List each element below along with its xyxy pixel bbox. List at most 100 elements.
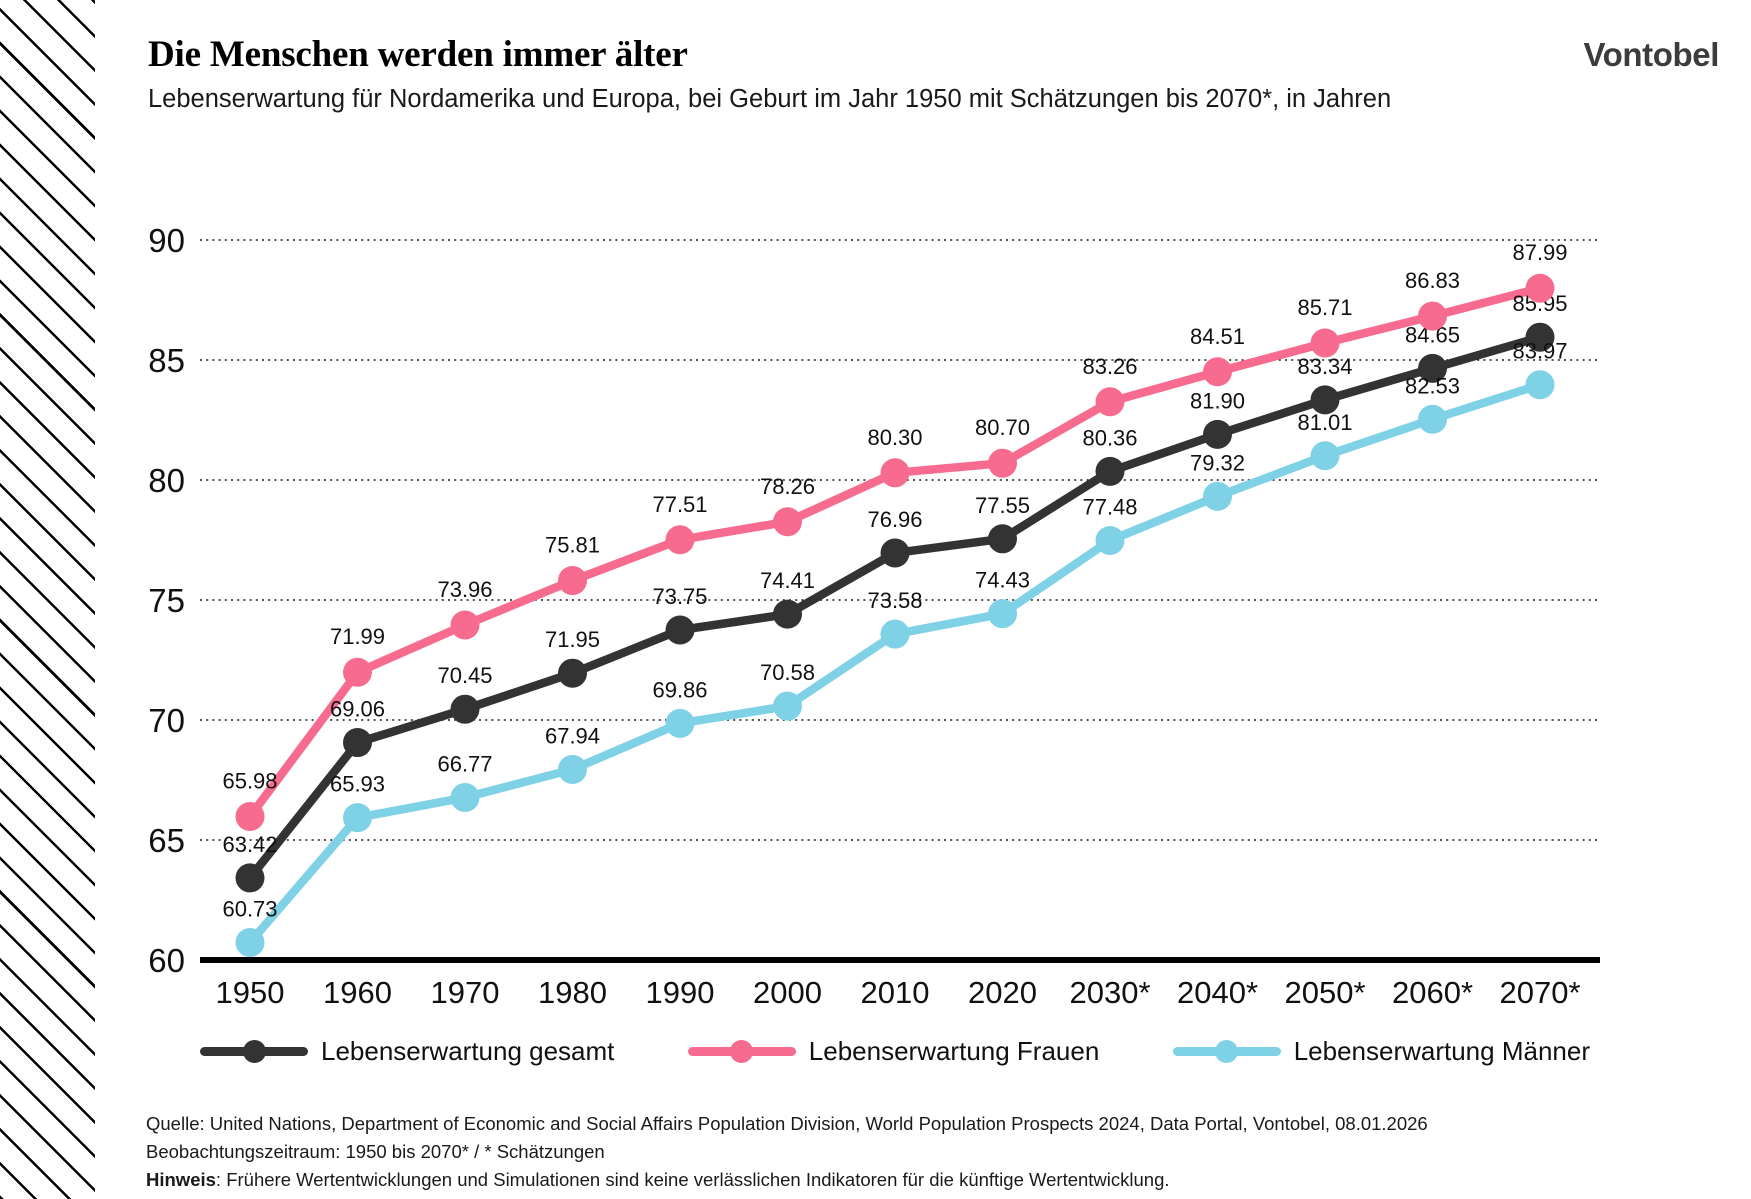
data-point-marker[interactable] (343, 728, 372, 758)
data-point-label: 86.83 (1405, 268, 1460, 293)
data-point-marker[interactable] (880, 619, 910, 649)
data-point-label: 71.95 (545, 627, 600, 652)
footnote-note: Hinweis: Frühere Wertentwicklungen und S… (146, 1166, 1646, 1194)
data-point-marker[interactable] (450, 783, 480, 813)
data-point-marker[interactable] (1418, 404, 1447, 434)
data-point-label: 73.75 (652, 584, 707, 609)
decorative-hatch-pattern (0, 0, 95, 1199)
data-point-marker[interactable] (1203, 481, 1232, 511)
data-point-label: 77.55 (975, 493, 1030, 518)
y-axis-tick-label: 70 (148, 702, 185, 739)
data-point-marker[interactable] (1310, 385, 1340, 415)
data-point-marker[interactable] (1525, 370, 1555, 400)
legend-swatch-women (687, 1040, 796, 1063)
data-point-label: 81.01 (1297, 410, 1352, 435)
data-point-label: 76.96 (867, 507, 922, 532)
data-point-marker[interactable] (558, 658, 587, 688)
data-point-marker[interactable] (1418, 301, 1447, 331)
data-point-label: 87.99 (1512, 240, 1567, 265)
data-point-label: 71.99 (330, 624, 385, 649)
data-point-marker[interactable] (450, 694, 480, 724)
data-point-label: 78.26 (760, 474, 815, 499)
data-point-marker[interactable] (1310, 328, 1340, 358)
x-axis-tick-label: 2040* (1177, 975, 1258, 1010)
data-point-label: 66.77 (437, 752, 492, 777)
data-point-label: 85.71 (1297, 295, 1352, 320)
data-point-marker[interactable] (235, 863, 265, 893)
series-line (245, 283, 1545, 821)
data-point-marker[interactable] (773, 599, 802, 629)
data-point-marker[interactable] (1095, 387, 1125, 417)
legend-item-women[interactable]: Lebenserwartung Frauen (687, 1036, 1099, 1067)
data-point-marker[interactable] (880, 458, 910, 488)
legend-label-total: Lebenserwartung gesamt (321, 1036, 615, 1066)
data-point-marker[interactable] (558, 754, 587, 784)
data-point-marker[interactable] (1095, 525, 1125, 555)
data-point-marker[interactable] (988, 448, 1017, 478)
y-axis-tick-label: 75 (148, 582, 185, 619)
data-point-label: 83.26 (1082, 354, 1137, 379)
data-point-label: 69.86 (652, 677, 707, 702)
vontobel-logo: Vontobel (1583, 36, 1719, 73)
data-point-marker[interactable] (1418, 353, 1447, 383)
data-point-label: 79.32 (1190, 450, 1245, 475)
data-point-label: 80.36 (1082, 425, 1137, 450)
data-point-marker[interactable] (988, 599, 1017, 629)
chart-legend: Lebenserwartung gesamt Lebenserwartung F… (200, 1036, 1620, 1067)
data-point-marker[interactable] (773, 691, 802, 721)
data-point-label: 85.95 (1512, 291, 1567, 316)
data-point-marker[interactable] (450, 610, 480, 640)
x-axis-tick-label: 1980 (538, 975, 607, 1010)
data-point-marker[interactable] (343, 657, 372, 687)
x-axis-tick-label: 2030* (1069, 975, 1150, 1010)
legend-label-men: Lebenserwartung Männer (1293, 1036, 1590, 1066)
data-point-label: 74.41 (760, 568, 815, 593)
data-point-marker[interactable] (1525, 322, 1555, 352)
data-point-label: 63.42 (222, 832, 277, 857)
chart-subtitle: Lebenserwartung für Nordamerika und Euro… (148, 85, 1392, 114)
footnote-source: Quelle: United Nations, Department of Ec… (146, 1113, 1428, 1134)
data-point-marker[interactable] (235, 801, 265, 831)
legend-item-men[interactable]: Lebenserwartung Männer (1172, 1036, 1590, 1067)
data-point-marker[interactable] (773, 507, 802, 537)
data-point-marker[interactable] (1310, 441, 1340, 471)
x-axis-tick-label: 1950 (216, 975, 285, 1010)
data-point-label: 60.73 (222, 896, 277, 921)
data-point-marker[interactable] (235, 927, 265, 957)
data-point-marker[interactable] (1203, 419, 1232, 449)
data-point-marker[interactable] (1525, 273, 1555, 303)
data-point-marker[interactable] (558, 566, 587, 596)
x-axis-tick-label: 1970 (431, 975, 500, 1010)
data-point-marker[interactable] (665, 708, 695, 738)
data-point-label: 70.45 (437, 663, 492, 688)
data-point-marker[interactable] (665, 615, 695, 645)
y-axis-tick-label: 65 (148, 822, 185, 859)
data-point-label: 69.06 (330, 697, 385, 722)
data-point-marker[interactable] (988, 524, 1017, 554)
legend-item-total[interactable]: Lebenserwartung gesamt (200, 1036, 614, 1067)
y-axis-tick-label: 85 (148, 342, 185, 379)
data-point-label: 83.34 (1297, 354, 1352, 379)
x-axis-tick-label: 2020 (968, 975, 1037, 1010)
data-point-label: 80.70 (975, 415, 1030, 440)
y-axis-tick-label: 60 (148, 942, 185, 979)
series-line (245, 332, 1545, 883)
x-axis-tick-label: 2070* (1499, 975, 1580, 1010)
data-point-marker[interactable] (343, 803, 372, 833)
data-point-marker[interactable] (880, 538, 910, 568)
data-point-marker[interactable] (1203, 357, 1232, 387)
data-point-label: 84.51 (1190, 324, 1245, 349)
data-point-marker[interactable] (1095, 456, 1125, 486)
data-point-label: 75.81 (545, 533, 600, 558)
footnote-note-label: Hinweis (146, 1169, 216, 1191)
data-point-label: 82.53 (1405, 373, 1460, 398)
data-point-label: 84.65 (1405, 322, 1460, 347)
data-point-label: 80.30 (867, 425, 922, 450)
y-axis-tick-label: 80 (148, 462, 185, 499)
footnote-period: Beobachtungszeitraum: 1950 bis 2070* / *… (146, 1141, 605, 1163)
data-point-marker[interactable] (665, 525, 695, 555)
series-line (245, 380, 1545, 947)
x-axis-tick-label: 1960 (323, 975, 392, 1010)
